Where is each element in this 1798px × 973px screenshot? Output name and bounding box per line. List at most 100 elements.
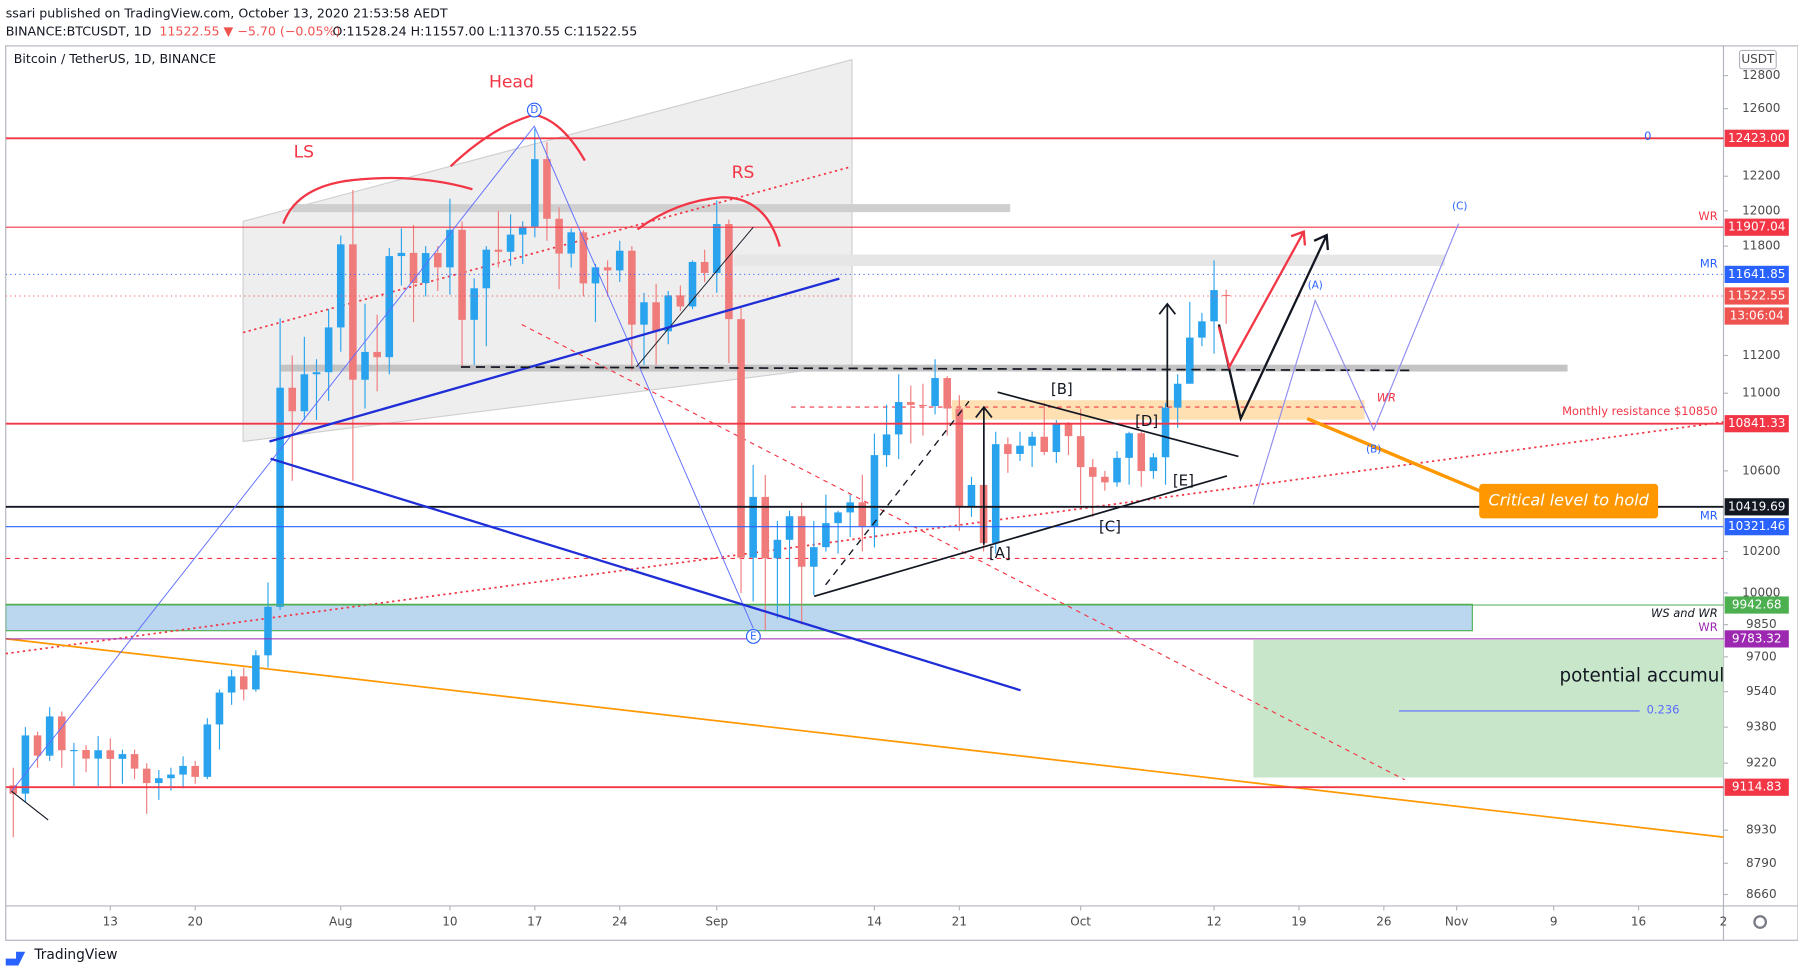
trend-line	[825, 400, 970, 586]
fib-label: 0.236	[1647, 702, 1680, 716]
pivot	[745, 628, 761, 644]
pivot-label: E	[750, 630, 757, 642]
candle-body	[834, 512, 842, 524]
candle-body	[785, 516, 794, 540]
arrow	[1158, 302, 1177, 408]
unit-label: USDT	[1741, 52, 1775, 66]
candle-body	[1052, 423, 1061, 452]
candle-body	[458, 229, 466, 320]
candle-body	[252, 655, 260, 690]
candle-body	[203, 724, 212, 777]
candle-body	[434, 253, 442, 268]
zone	[733, 254, 1445, 267]
candle-body	[482, 249, 491, 289]
triangle-line	[813, 475, 1228, 598]
level-tag: WR	[1698, 620, 1717, 634]
level-tag: Monthly resistance $10850	[1562, 404, 1718, 418]
candle-body	[700, 261, 709, 273]
candle-body	[1040, 436, 1049, 452]
price-label-box	[1724, 265, 1789, 283]
annotation: RS	[732, 163, 755, 183]
accumulation-label-box: potential accumula	[1559, 666, 1723, 687]
candle-body	[773, 539, 782, 559]
x-tick-label: 19	[1291, 914, 1306, 928]
candle-body	[373, 351, 381, 358]
price-label-box	[1724, 287, 1789, 305]
candle-body	[919, 404, 927, 407]
x-tick-label: 12	[1206, 914, 1221, 928]
candle-body	[640, 302, 648, 325]
front-drawings	[11, 102, 1659, 821]
candle-body	[1173, 383, 1182, 408]
candle-body	[1161, 407, 1170, 458]
unit-box	[1738, 49, 1777, 70]
callout-box	[1479, 483, 1659, 519]
countdown: 13:06:04	[1730, 309, 1784, 323]
triangle-line	[997, 391, 1239, 458]
wave-label: [C]	[1099, 517, 1121, 535]
y-tick-label: 10600	[1742, 463, 1780, 477]
y-tick-label: 12600	[1742, 101, 1780, 115]
candle-body	[1198, 321, 1206, 338]
candle-body	[797, 516, 806, 567]
candle-body	[591, 267, 600, 284]
settings-icon[interactable]	[1753, 915, 1768, 929]
candle-body	[931, 378, 939, 407]
candle-body	[276, 387, 284, 607]
price-label-box	[1724, 630, 1789, 648]
candle-body	[712, 224, 721, 273]
price-label: 10419.69	[1728, 499, 1785, 513]
countdown-box	[1724, 307, 1789, 325]
support-zone	[5, 603, 1473, 632]
wave-line	[11, 125, 754, 792]
candle-body	[1004, 444, 1012, 454]
x-tick-label: 9	[1550, 914, 1558, 928]
trend-line	[5, 637, 1724, 838]
candle-body	[361, 351, 369, 380]
shoulder-curve	[636, 196, 781, 247]
candle-body	[409, 252, 418, 284]
ohlc-readout: O:11528.24 H:11557.00 L:11370.55 C:11522…	[333, 24, 638, 39]
x-tick-label: 10	[442, 914, 457, 928]
candle-body	[94, 750, 102, 759]
price-label: 11641.85	[1728, 267, 1785, 281]
trend-line	[11, 790, 49, 821]
candle-body	[955, 408, 964, 508]
candle-body	[312, 372, 321, 375]
price-label: 9942.68	[1732, 598, 1782, 612]
price-change: 11522.55 ▼ −5.70 (−0.05%)	[159, 24, 340, 39]
brand: TradingView	[33, 947, 117, 963]
level-tag: WR	[1377, 390, 1396, 404]
channel	[242, 58, 853, 443]
monthly-zone	[951, 400, 1365, 420]
candle-body	[1210, 290, 1218, 322]
candle-body	[991, 444, 1000, 544]
price-label-box	[1724, 778, 1789, 796]
x-tick-label: 14	[867, 914, 882, 928]
trend-line	[270, 457, 1021, 692]
x-tick-label: Sep	[705, 914, 728, 928]
price-label-box	[1724, 129, 1789, 147]
x-tick-label: Aug	[329, 914, 353, 928]
x-tick-label: 16	[1631, 914, 1646, 928]
candle-body	[421, 253, 430, 284]
candle-body	[1076, 436, 1085, 468]
price-label: 10841.33	[1728, 416, 1785, 430]
brand-logo	[5, 951, 26, 966]
candle-body	[1125, 433, 1133, 458]
y-tick-label: 8930	[1746, 823, 1777, 837]
y-tick-label: 12200	[1742, 169, 1780, 183]
annotation: LS	[294, 143, 315, 163]
candle-body	[300, 374, 309, 412]
wave-label: [A]	[989, 544, 1011, 562]
candle-body	[664, 295, 673, 332]
y-tick-label: 8790	[1746, 856, 1777, 870]
candle-body	[1186, 337, 1194, 384]
price-label-box	[1724, 596, 1789, 614]
candle-body	[1064, 423, 1073, 437]
neckline	[460, 366, 1411, 372]
y-tick-label: 11800	[1742, 239, 1780, 253]
candle-body	[688, 261, 697, 307]
price-label-box	[1724, 218, 1789, 236]
